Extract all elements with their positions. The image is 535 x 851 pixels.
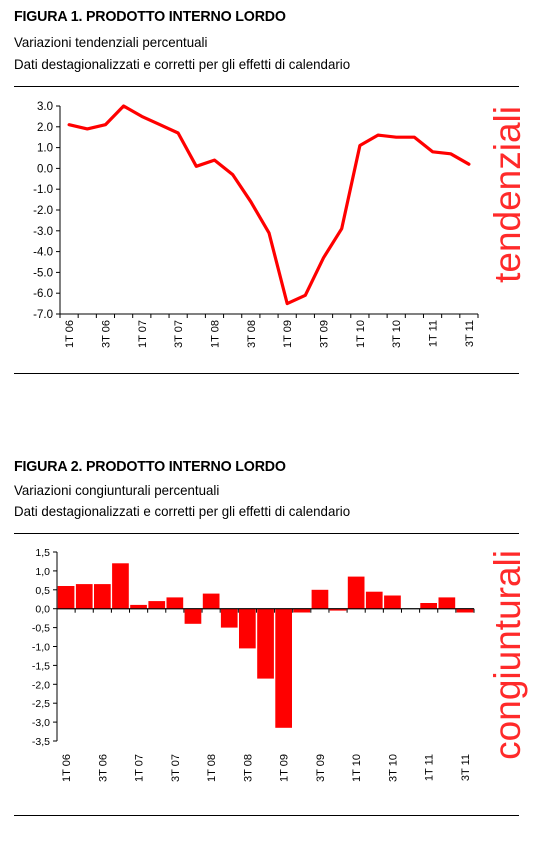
bar (329, 608, 347, 611)
y-tick-label: 1,0 (35, 566, 50, 578)
x-tick-label: 3T 07 (170, 754, 182, 782)
y-tick-label: -2,0 (32, 679, 50, 691)
y-tick-label: -2.0 (33, 205, 53, 217)
y-tick-label: 1.0 (37, 143, 53, 155)
bar (384, 595, 401, 609)
y-tick-label: -0,5 (32, 623, 50, 635)
x-tick-label: 3T 06 (100, 320, 112, 348)
bar (57, 586, 75, 609)
figure1-subtitle-2: Dati destagionalizzati e corretti per gl… (14, 56, 351, 72)
figure2-top-rule (14, 533, 519, 534)
bar (347, 576, 365, 609)
x-tick-label: 3T 10 (391, 320, 403, 348)
y-tick-label: -1.0 (33, 184, 53, 196)
bar (311, 589, 329, 609)
figure1-top-rule (14, 86, 519, 87)
figure1-subtitle: Variazioni tendenziali percentuali (14, 34, 208, 50)
y-tick-label: -5.0 (33, 267, 53, 279)
x-tick-label: 1T 11 (424, 754, 436, 781)
x-tick-label: 1T 09 (282, 320, 294, 348)
bar (202, 593, 220, 609)
y-tick-label: -3.0 (33, 226, 53, 238)
x-tick-label: 3T 11 (464, 320, 476, 347)
y-tick-label: -3,0 (32, 717, 50, 729)
bar (75, 584, 93, 609)
x-tick-label: 1T 08 (206, 754, 218, 782)
y-tick-label: -6.0 (33, 288, 53, 300)
x-tick-label: 1T 11 (428, 320, 440, 347)
y-tick-label: -1,0 (32, 642, 50, 654)
bar (293, 608, 311, 613)
figure2-subtitle-2: Dati destagionalizzati e corretti per gl… (14, 503, 351, 519)
figure1-side-label: tendenziali (487, 106, 528, 283)
y-tick-label: 0,5 (35, 585, 50, 597)
x-tick-label: 3T 09 (319, 320, 331, 348)
y-tick-label: 3.0 (37, 101, 53, 113)
bar (220, 608, 238, 628)
x-tick-label: 1T 06 (61, 754, 73, 782)
x-tick-label: 1T 10 (355, 320, 367, 348)
figure1-line-chart: 3.0 2.0 1.0 0.0 -1.0 -2.0 -3.0 -4.0 -5.0 -6.0 -7.0… (33, 101, 528, 348)
figure2-bar-chart: 1,5 1,0 0,5 0,0 -0,5 -1,0 -1,5 -2,0 -2,5 -3,0 -3,5… (32, 547, 528, 782)
bar (456, 608, 474, 613)
figure2-title: FIGURA 2. PRODOTTO INTERNO LORDO (14, 458, 286, 475)
bar (257, 608, 274, 679)
y-tick-label: 0.0 (37, 163, 53, 175)
bar (420, 603, 437, 609)
y-tick-label: -3,5 (32, 736, 50, 748)
x-tick-label: 3T 07 (173, 320, 185, 348)
figure1-title: FIGURA 1. PRODOTTO INTERNO LORDO (14, 8, 286, 25)
y-tick-label: -1,5 (32, 660, 50, 672)
figure2-side-label: congiunturali (487, 550, 528, 760)
series-line (67, 104, 471, 306)
x-tick-label: 3T 10 (387, 754, 399, 782)
x-tick-label: 3T 08 (246, 320, 258, 348)
x-tick-label: 3T 06 (97, 754, 109, 782)
y-tick-label: -4.0 (33, 247, 53, 259)
figure1-bottom-rule (14, 373, 519, 374)
x-tick-label: 1T 08 (209, 320, 221, 348)
bar (275, 608, 292, 728)
bar (166, 597, 184, 609)
x-tick-label: 3T 09 (315, 754, 327, 782)
x-tick-label: 1T 09 (279, 754, 291, 782)
y-tick-label: 0,0 (35, 604, 50, 616)
y-tick-label: 2.0 (37, 122, 53, 134)
bar (438, 597, 456, 609)
x-tick-label: 1T 06 (64, 320, 76, 348)
x-tick-label: 1T 07 (134, 754, 146, 782)
bar (184, 608, 202, 624)
y-tick-label: -2,5 (32, 698, 50, 710)
bar (148, 601, 166, 609)
bar (365, 591, 383, 609)
bar (94, 584, 111, 609)
figure2-bottom-rule (14, 815, 519, 816)
bar (130, 604, 147, 609)
x-tick-label: 3T 11 (460, 754, 472, 781)
bar (112, 563, 129, 609)
y-tick-label: -7.0 (33, 309, 53, 321)
y-tick-label: 1,5 (35, 547, 50, 559)
figure2-subtitle: Variazioni congiunturali percentuali (14, 482, 220, 498)
x-tick-label: 1T 07 (137, 320, 149, 348)
bar (239, 608, 256, 649)
x-tick-label: 3T 08 (242, 754, 254, 782)
x-tick-label: 1T 10 (351, 754, 363, 782)
